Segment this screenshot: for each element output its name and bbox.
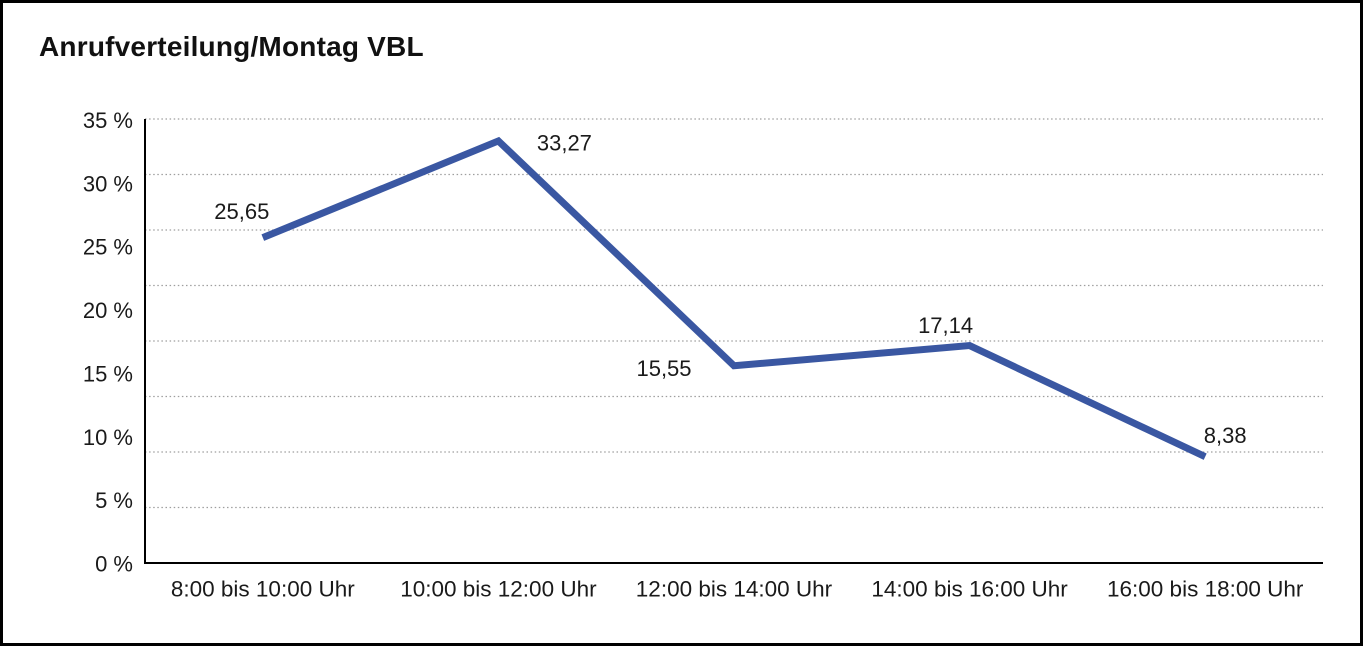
data-point-label: 8,38 — [1204, 423, 1247, 448]
y-axis-tick-label: 35 % — [83, 108, 133, 133]
x-axis-category-label: 12:00 bis 14:00 Uhr — [636, 577, 833, 602]
x-axis-category-label: 8:00 bis 10:00 Uhr — [171, 577, 355, 602]
y-axis-tick-label: 5 % — [95, 488, 133, 513]
y-axis-tick-label: 0 % — [95, 552, 133, 577]
y-axis-tick-label: 20 % — [83, 298, 133, 323]
line-chart: 35 % 30 % 25 % 20 % 15 % 10 % 5 % 0 % 8:00 bis 1… — [83, 108, 1323, 602]
y-axis-tick-label: 30 % — [83, 171, 133, 196]
data-point-label: 17,14 — [918, 313, 973, 338]
x-axis-category-label: 10:00 bis 12:00 Uhr — [400, 577, 597, 602]
chart-title: Anrufverteilung/Montag VBL — [39, 31, 424, 62]
data-point-label: 25,65 — [214, 199, 269, 224]
y-axis-tick-label: 25 % — [83, 235, 133, 260]
data-point-label: 33,27 — [537, 130, 592, 155]
x-axis-category-label: 16:00 bis 18:00 Uhr — [1107, 577, 1304, 602]
data-series-line — [261, 136, 1207, 460]
x-axis-category-label: 14:00 bis 16:00 Uhr — [871, 577, 1068, 602]
y-axis-tick-label: 10 % — [83, 425, 133, 450]
data-point-label: 15,55 — [636, 356, 691, 381]
y-axis-tick-label: 15 % — [83, 361, 133, 386]
